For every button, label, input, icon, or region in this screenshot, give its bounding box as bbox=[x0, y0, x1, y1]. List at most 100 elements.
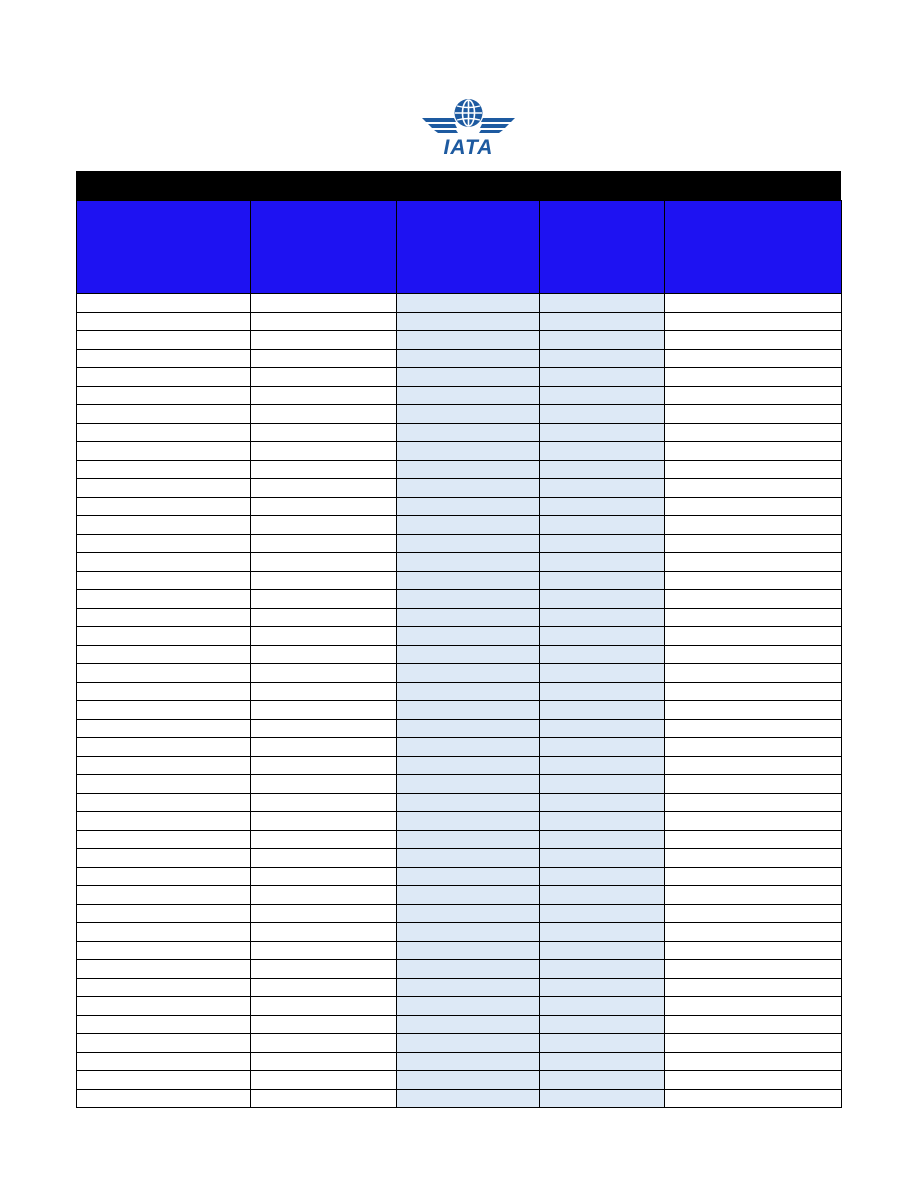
table-cell[interactable] bbox=[664, 663, 842, 683]
table-cell[interactable] bbox=[396, 1088, 540, 1108]
table-cell[interactable] bbox=[76, 737, 251, 757]
table-cell[interactable] bbox=[664, 792, 842, 812]
table-cell[interactable] bbox=[76, 515, 251, 535]
table-cell[interactable] bbox=[664, 681, 842, 701]
table-cell[interactable] bbox=[250, 404, 397, 424]
table-cell[interactable] bbox=[539, 922, 665, 942]
table-cell[interactable] bbox=[396, 866, 540, 886]
table-cell[interactable] bbox=[664, 996, 842, 1016]
table-cell[interactable] bbox=[664, 700, 842, 720]
table-cell[interactable] bbox=[250, 848, 397, 868]
table-cell[interactable] bbox=[396, 496, 540, 516]
table-cell[interactable] bbox=[76, 1070, 251, 1090]
table-cell[interactable] bbox=[539, 644, 665, 664]
table-cell[interactable] bbox=[250, 1033, 397, 1053]
table-cell[interactable] bbox=[539, 903, 665, 923]
table-cell[interactable] bbox=[396, 644, 540, 664]
table-cell[interactable] bbox=[396, 552, 540, 572]
table-cell[interactable] bbox=[664, 1051, 842, 1071]
table-cell[interactable] bbox=[76, 367, 251, 387]
table-cell[interactable] bbox=[76, 663, 251, 683]
table-cell[interactable] bbox=[664, 515, 842, 535]
table-cell[interactable] bbox=[396, 459, 540, 479]
table-cell[interactable] bbox=[539, 848, 665, 868]
table-cell[interactable] bbox=[250, 441, 397, 461]
table-cell[interactable] bbox=[539, 663, 665, 683]
table-cell[interactable] bbox=[76, 533, 251, 553]
table-cell[interactable] bbox=[664, 348, 842, 368]
table-cell[interactable] bbox=[250, 774, 397, 794]
table-cell[interactable] bbox=[664, 404, 842, 424]
table-cell[interactable] bbox=[664, 496, 842, 516]
table-cell[interactable] bbox=[539, 829, 665, 849]
table-cell[interactable] bbox=[396, 940, 540, 960]
table-cell[interactable] bbox=[250, 644, 397, 664]
table-cell[interactable] bbox=[539, 866, 665, 886]
table-cell[interactable] bbox=[76, 718, 251, 738]
table-cell[interactable] bbox=[539, 977, 665, 997]
table-cell[interactable] bbox=[396, 774, 540, 794]
table-cell[interactable] bbox=[664, 811, 842, 831]
table-cell[interactable] bbox=[664, 718, 842, 738]
table-cell[interactable] bbox=[250, 478, 397, 498]
table-cell[interactable] bbox=[664, 959, 842, 979]
table-cell[interactable] bbox=[664, 755, 842, 775]
table-cell[interactable] bbox=[664, 940, 842, 960]
table-cell[interactable] bbox=[250, 903, 397, 923]
table-cell[interactable] bbox=[250, 866, 397, 886]
table-cell[interactable] bbox=[250, 811, 397, 831]
table-cell[interactable] bbox=[664, 589, 842, 609]
table-cell[interactable] bbox=[76, 570, 251, 590]
table-cell[interactable] bbox=[76, 959, 251, 979]
table-cell[interactable] bbox=[664, 848, 842, 868]
table-cell[interactable] bbox=[539, 552, 665, 572]
table-cell[interactable] bbox=[396, 700, 540, 720]
table-cell[interactable] bbox=[664, 737, 842, 757]
table-cell[interactable] bbox=[539, 885, 665, 905]
table-cell[interactable] bbox=[539, 737, 665, 757]
table-cell[interactable] bbox=[250, 515, 397, 535]
table-cell[interactable] bbox=[76, 422, 251, 442]
table-cell[interactable] bbox=[396, 589, 540, 609]
table-cell[interactable] bbox=[664, 866, 842, 886]
table-cell[interactable] bbox=[396, 1051, 540, 1071]
table-cell[interactable] bbox=[76, 829, 251, 849]
table-cell[interactable] bbox=[664, 552, 842, 572]
table-cell[interactable] bbox=[396, 1033, 540, 1053]
table-cell[interactable] bbox=[250, 700, 397, 720]
table-cell[interactable] bbox=[396, 293, 540, 313]
table-cell[interactable] bbox=[250, 626, 397, 646]
table-cell[interactable] bbox=[539, 755, 665, 775]
table-cell[interactable] bbox=[76, 478, 251, 498]
table-cell[interactable] bbox=[76, 330, 251, 350]
table-cell[interactable] bbox=[396, 718, 540, 738]
table-cell[interactable] bbox=[250, 330, 397, 350]
table-cell[interactable] bbox=[76, 552, 251, 572]
table-cell[interactable] bbox=[539, 589, 665, 609]
table-cell[interactable] bbox=[664, 644, 842, 664]
table-cell[interactable] bbox=[76, 885, 251, 905]
table-cell[interactable] bbox=[250, 681, 397, 701]
table-cell[interactable] bbox=[539, 459, 665, 479]
table-cell[interactable] bbox=[396, 570, 540, 590]
table-cell[interactable] bbox=[250, 977, 397, 997]
table-cell[interactable] bbox=[76, 404, 251, 424]
table-cell[interactable] bbox=[539, 959, 665, 979]
table-cell[interactable] bbox=[396, 885, 540, 905]
table-cell[interactable] bbox=[539, 607, 665, 627]
table-cell[interactable] bbox=[396, 348, 540, 368]
table-cell[interactable] bbox=[664, 293, 842, 313]
table-cell[interactable] bbox=[76, 866, 251, 886]
table-cell[interactable] bbox=[539, 515, 665, 535]
table-cell[interactable] bbox=[250, 570, 397, 590]
table-cell[interactable] bbox=[76, 940, 251, 960]
table-cell[interactable] bbox=[664, 607, 842, 627]
table-cell[interactable] bbox=[76, 792, 251, 812]
table-cell[interactable] bbox=[539, 1070, 665, 1090]
table-cell[interactable] bbox=[76, 700, 251, 720]
table-cell[interactable] bbox=[250, 755, 397, 775]
table-cell[interactable] bbox=[539, 626, 665, 646]
table-cell[interactable] bbox=[664, 311, 842, 331]
table-cell[interactable] bbox=[664, 367, 842, 387]
table-cell[interactable] bbox=[664, 922, 842, 942]
